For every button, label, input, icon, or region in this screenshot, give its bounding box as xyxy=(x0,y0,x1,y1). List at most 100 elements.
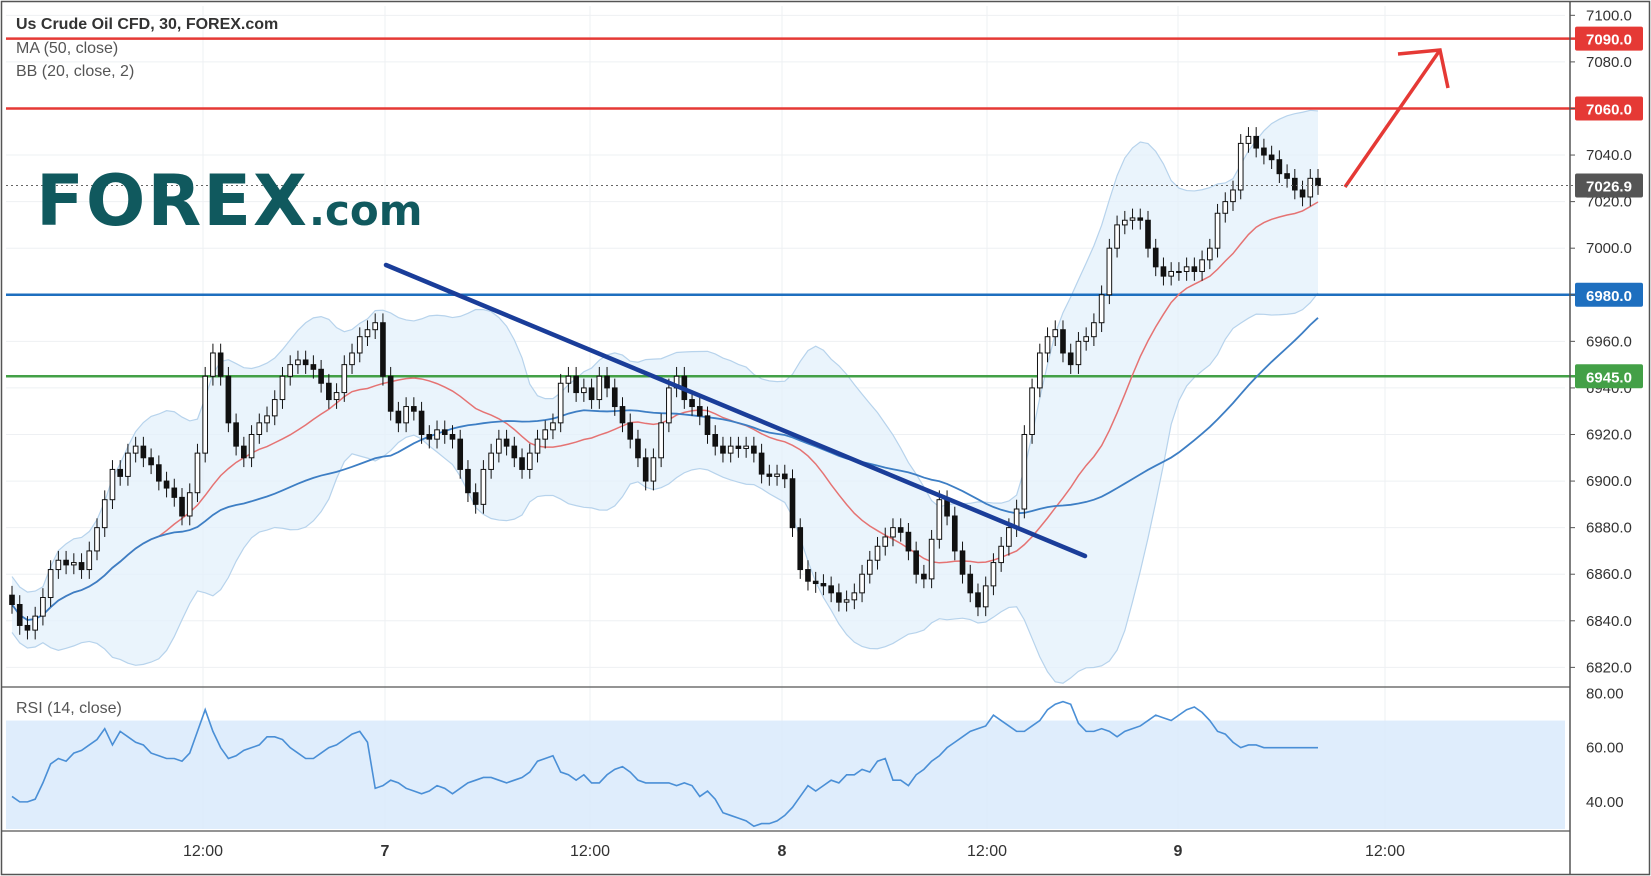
candle-44 xyxy=(349,343,355,374)
candle-60 xyxy=(472,483,479,514)
candle-body xyxy=(789,478,796,529)
candle-body xyxy=(210,352,216,377)
candle-body xyxy=(434,429,440,440)
candle-body xyxy=(928,538,935,580)
candle-body xyxy=(550,422,556,431)
candle-body xyxy=(1052,329,1059,338)
price-labels: 7090.0 7060.0 6980.0 6945.0 7026.9 xyxy=(1575,26,1643,389)
candle-31 xyxy=(248,425,255,468)
candle-156 xyxy=(1214,203,1221,258)
annotations xyxy=(6,48,1575,559)
candle-body xyxy=(148,457,154,466)
candle-body xyxy=(859,573,865,594)
y-tick-label: 7020.0 xyxy=(1586,194,1632,211)
level-price-label: 7090.0 xyxy=(1575,26,1643,51)
candle-104 xyxy=(812,571,819,593)
candle-54 xyxy=(426,425,433,449)
candle-body xyxy=(1021,433,1028,510)
candle-72 xyxy=(565,366,572,393)
candle-body xyxy=(426,433,433,440)
candle-body xyxy=(720,445,726,454)
candle-101 xyxy=(789,469,796,537)
candle-body xyxy=(959,550,966,575)
candle-body xyxy=(982,585,989,608)
candle-168 xyxy=(1307,169,1314,207)
candle-15 xyxy=(125,443,131,486)
candle-body xyxy=(975,592,981,608)
candle-body xyxy=(666,387,672,424)
candle-136 xyxy=(1060,320,1066,363)
candle-body xyxy=(534,438,541,454)
candle-body xyxy=(117,468,124,477)
target-arrow xyxy=(1343,49,1442,188)
level-lines xyxy=(6,37,1575,378)
candle-131 xyxy=(1021,425,1028,519)
candle-106 xyxy=(828,576,834,603)
candle-12 xyxy=(101,490,108,537)
candle-body xyxy=(318,368,324,384)
candle-body xyxy=(341,364,348,394)
candle-139 xyxy=(1083,327,1089,351)
candle-109 xyxy=(851,583,858,610)
candle-body xyxy=(1253,135,1259,149)
candle-21 xyxy=(171,478,178,507)
candle-114 xyxy=(890,518,896,547)
candle-19 xyxy=(156,455,162,491)
x-tick-label: 12:00 xyxy=(1365,843,1405,860)
candle-body xyxy=(326,382,332,401)
candle-89 xyxy=(696,397,703,426)
candle-96 xyxy=(751,436,757,463)
candle-99 xyxy=(774,464,780,486)
target-arrowhead xyxy=(1397,48,1450,89)
level-label-bg xyxy=(1575,282,1643,307)
level-label-text: 7090.0 xyxy=(1586,32,1632,49)
candle-128 xyxy=(998,536,1004,572)
candle-35 xyxy=(279,366,286,409)
candle-body xyxy=(109,468,116,501)
candle-108 xyxy=(843,590,850,612)
candle-2 xyxy=(24,616,31,640)
candle-100 xyxy=(781,464,788,489)
bollinger-bands xyxy=(11,109,1319,684)
candle-71 xyxy=(557,373,564,433)
candle-body xyxy=(1237,142,1244,191)
current-price-text: 7026.9 xyxy=(1586,179,1632,196)
candle-150 xyxy=(1168,262,1174,286)
candle-91 xyxy=(712,425,719,456)
candle-body xyxy=(588,387,595,401)
candle-74 xyxy=(581,378,587,402)
candle-26 xyxy=(210,343,216,386)
candle-38 xyxy=(302,350,309,374)
level-label-text: 6945.0 xyxy=(1586,369,1632,386)
candle-body xyxy=(1129,217,1136,221)
candle-92 xyxy=(720,436,726,463)
candle-138 xyxy=(1075,332,1082,374)
candle-body xyxy=(1307,177,1314,198)
candle-body xyxy=(1137,217,1144,221)
candle-body xyxy=(63,559,69,566)
candle-160 xyxy=(1245,127,1252,153)
candle-76 xyxy=(596,366,603,409)
candle-33 xyxy=(264,406,270,433)
candle-body xyxy=(1168,270,1174,277)
candle-78 xyxy=(611,378,618,416)
candle-24 xyxy=(194,443,201,503)
candle-28 xyxy=(225,366,232,433)
candle-165 xyxy=(1284,164,1290,188)
candle-body xyxy=(573,375,579,394)
candle-body xyxy=(951,515,958,552)
candle-49 xyxy=(387,366,394,421)
candle-body xyxy=(781,473,788,480)
candle-148 xyxy=(1152,238,1159,277)
candle-body xyxy=(689,399,695,408)
candle-body xyxy=(990,562,997,587)
candle-body xyxy=(310,364,317,370)
candle-43 xyxy=(341,355,348,402)
candle-27 xyxy=(217,343,224,386)
candle-body xyxy=(944,499,950,517)
candle-body xyxy=(256,422,263,435)
candle-body xyxy=(882,536,889,547)
candle-body xyxy=(241,445,247,459)
x-tick-label: 12:00 xyxy=(967,843,1007,860)
